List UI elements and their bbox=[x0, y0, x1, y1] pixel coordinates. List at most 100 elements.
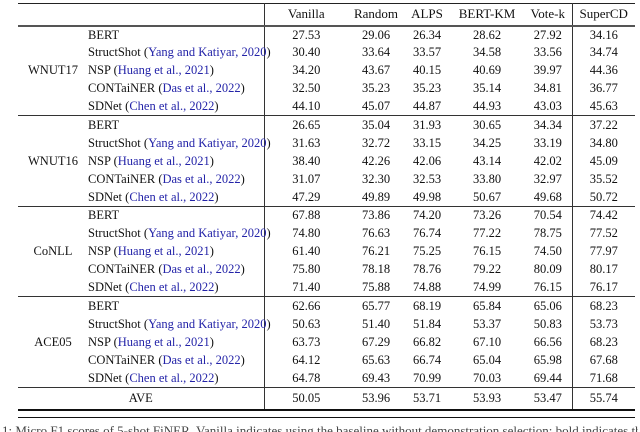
score-cell: 75.25 bbox=[412, 244, 442, 259]
score-cell: 76.63 bbox=[361, 226, 391, 241]
score-cell: 68.23 bbox=[571, 333, 635, 352]
average-score-cell: 50.05 bbox=[263, 386, 348, 411]
score-cell: 44.36 bbox=[571, 61, 635, 80]
score-cell: 76.15 bbox=[533, 280, 562, 295]
score-cell: 42.06 bbox=[412, 153, 442, 168]
score-cell: 66.56 bbox=[533, 334, 562, 349]
score-cell: 32.97 bbox=[533, 171, 562, 186]
score-cell: 76.21 bbox=[361, 244, 391, 259]
paren-close: ) bbox=[240, 262, 245, 277]
method-cell: SDNet (Chen et al., 2022) bbox=[88, 279, 264, 297]
score-cell: 62.66 bbox=[263, 296, 348, 315]
table-row: StructShot (Yang and Katiyar, 2020) 50.63… bbox=[18, 315, 635, 334]
paren-close: ) bbox=[214, 189, 219, 204]
method-name: BERT bbox=[88, 298, 120, 313]
score-cell: 78.18 bbox=[361, 262, 391, 277]
score-cell: 32.53 bbox=[412, 171, 442, 186]
header-spacer-dataset bbox=[18, 3, 88, 27]
paren-open: ( bbox=[158, 352, 163, 367]
method-name: NSP bbox=[88, 244, 114, 259]
score-cell: 73.26 bbox=[450, 205, 524, 225]
citation-link: Yang and Katiyar, 2020 bbox=[148, 226, 267, 241]
dataset-label: ACE05 bbox=[18, 296, 88, 388]
score-cell: 28.62 bbox=[472, 27, 502, 42]
score-cell: 74.99 bbox=[472, 280, 502, 295]
score-cell: 26.34 bbox=[412, 27, 442, 42]
citation-link: Huang et al., 2021 bbox=[117, 153, 210, 168]
method-name: BERT bbox=[88, 117, 120, 132]
score-cell: 73.86 bbox=[348, 205, 404, 225]
score-cell: 34.58 bbox=[472, 45, 502, 60]
score-cell: 67.29 bbox=[361, 334, 391, 349]
score-cell: 34.74 bbox=[571, 43, 635, 62]
dataset-label: CoNLL bbox=[18, 205, 88, 297]
column-header-vote-k: Vote-k bbox=[524, 3, 572, 27]
score-cell: 66.74 bbox=[412, 352, 442, 367]
paren-open: ( bbox=[125, 189, 130, 204]
score-cell: 69.43 bbox=[361, 370, 391, 385]
method-cell: NSP (Huang et al., 2021) bbox=[88, 62, 264, 80]
score-cell: 51.84 bbox=[412, 316, 442, 331]
score-cell: 27.92 bbox=[533, 27, 562, 42]
paren-close: ) bbox=[209, 334, 214, 349]
table-row: CONTaiNER (Das et al., 2022) 31.07 32.30 32… bbox=[18, 170, 635, 189]
score-cell: 45.09 bbox=[571, 152, 635, 171]
score-cell: 64.12 bbox=[263, 351, 348, 370]
column-header-supercd: SuperCD bbox=[571, 3, 635, 27]
score-cell: 33.19 bbox=[533, 135, 562, 150]
score-cell: 30.40 bbox=[263, 43, 348, 62]
score-cell: 74.50 bbox=[533, 244, 562, 259]
score-cell: 36.77 bbox=[571, 79, 635, 98]
dataset-group-conll: CoNLL BERT 67.88 73.86 74.20 73.26 70.54 74.42 S… bbox=[18, 205, 635, 297]
method-name: CONTaiNER bbox=[88, 171, 159, 186]
score-cell: 74.20 bbox=[404, 205, 450, 225]
score-cell: 40.69 bbox=[472, 63, 502, 78]
score-cell: 74.42 bbox=[571, 205, 635, 225]
paren-open: ( bbox=[143, 316, 149, 331]
column-header-vanilla: Vanilla bbox=[263, 3, 348, 27]
score-cell: 74.80 bbox=[263, 224, 348, 243]
score-cell: 37.22 bbox=[571, 115, 635, 135]
table-row: CoNLL BERT 67.88 73.86 74.20 73.26 70.54 74.42 bbox=[18, 205, 635, 297]
table-row: SDNet (Chen et al., 2022) 44.10 45.07 44.87… bbox=[18, 97, 635, 116]
citation-link: Huang et al., 2021 bbox=[117, 334, 210, 349]
table-row: SDNet (Chen et al., 2022) 71.40 75.88 74.88… bbox=[18, 278, 635, 297]
score-cell: 33.57 bbox=[412, 45, 442, 60]
score-cell: 32.72 bbox=[361, 135, 391, 150]
score-cell: 32.50 bbox=[263, 79, 348, 98]
score-cell: 33.80 bbox=[472, 171, 502, 186]
header-spacer-method bbox=[88, 3, 264, 27]
table-row: NSP (Huang et al., 2021) 38.40 42.26 42.06 4… bbox=[18, 152, 635, 171]
citation-link: Das et al., 2022 bbox=[162, 81, 241, 96]
method-cell: NSP (Huang et al., 2021) bbox=[88, 333, 264, 351]
method-cell: StructShot (Yang and Katiyar, 2020) bbox=[88, 225, 271, 243]
score-cell: 67.88 bbox=[263, 205, 348, 225]
score-cell: 67.10 bbox=[472, 334, 502, 349]
score-cell: 29.06 bbox=[361, 27, 391, 42]
score-cell: 65.63 bbox=[361, 352, 391, 367]
method-cell: BERT bbox=[88, 26, 264, 44]
score-cell: 33.56 bbox=[533, 45, 562, 60]
score-cell: 34.16 bbox=[571, 25, 635, 44]
score-cell: 71.68 bbox=[571, 369, 635, 388]
score-cell: 65.84 bbox=[450, 296, 524, 315]
table-header: Vanilla Random ALPS BERT-KM Vote-k SuperCD bbox=[18, 3, 635, 27]
method-name: CONTaiNER bbox=[88, 81, 159, 96]
score-cell: 68.23 bbox=[571, 296, 635, 315]
dataset-label: WNUT17 bbox=[28, 63, 78, 78]
score-cell: 35.52 bbox=[571, 170, 635, 189]
score-cell: 53.73 bbox=[571, 315, 635, 334]
average-score-cell: 53.93 bbox=[450, 386, 524, 411]
score-cell: 31.93 bbox=[404, 115, 450, 135]
score-cell: 78.75 bbox=[533, 226, 562, 241]
score-cell: 34.81 bbox=[533, 81, 562, 96]
average-label: AVE bbox=[18, 386, 264, 411]
score-cell: 75.80 bbox=[263, 260, 348, 279]
method-cell: SDNet (Chen et al., 2022) bbox=[88, 369, 264, 387]
paren-open: ( bbox=[113, 244, 118, 259]
score-cell: 38.40 bbox=[263, 152, 348, 171]
results-table: Vanilla Random ALPS BERT-KM Vote-k SuperCD WN… bbox=[18, 3, 635, 412]
paren-open: ( bbox=[158, 262, 163, 277]
table-row: WNUT17 BERT 27.53 29.06 26.34 28.62 27.92 34.16 bbox=[18, 25, 635, 77]
score-cell: 33.15 bbox=[412, 135, 442, 150]
